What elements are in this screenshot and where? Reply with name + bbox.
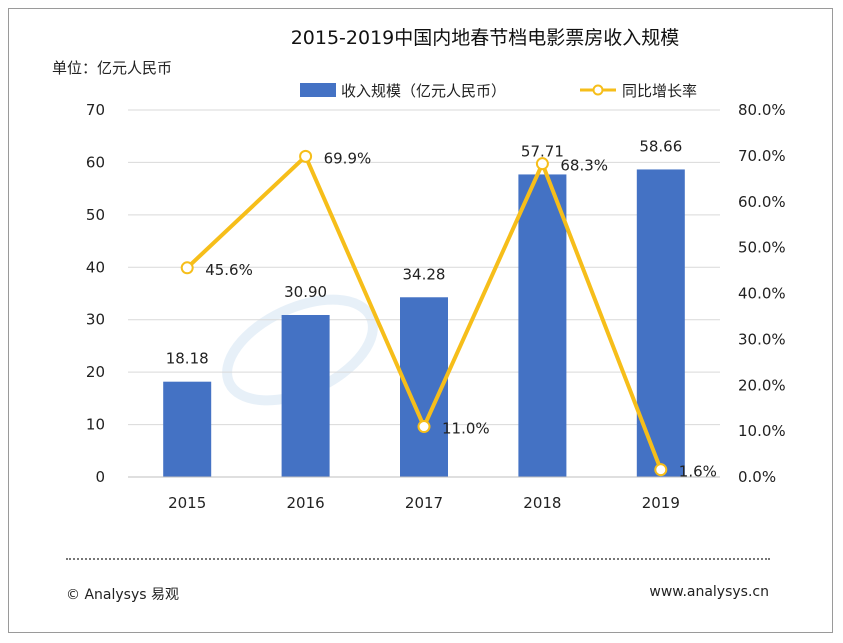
footer-copyright: © Analysys 易观 xyxy=(66,587,179,603)
bar xyxy=(281,314,330,477)
legend-line-marker xyxy=(592,84,604,96)
growth-value-label: 69.9% xyxy=(324,149,372,167)
growth-point xyxy=(417,420,431,434)
chart-title: 2015-2019中国内地春节档电影票房收入规模 xyxy=(291,27,680,49)
bar-value-label: 34.28 xyxy=(403,265,446,283)
axes: 0 10 20 30 40 50 60 70 0.0% 10.0% 20.0% 30.0% 40.0% 5… xyxy=(86,101,786,512)
y-right-tick-label: 50.0% xyxy=(738,239,786,257)
y-left-tick-label: 70 xyxy=(86,101,105,119)
y-left-tick-label: 10 xyxy=(86,416,105,434)
footer-website: www.analysys.cn xyxy=(649,584,769,600)
y-left-tick-label: 30 xyxy=(86,311,105,329)
y-left-tick-label: 0 xyxy=(95,468,105,486)
y-right-tick-label: 20.0% xyxy=(738,376,786,394)
bar-value-label: 58.66 xyxy=(639,137,682,155)
bar-value-label: 57.71 xyxy=(521,142,564,160)
y-right-tick-label: 30.0% xyxy=(738,330,786,348)
bar-series xyxy=(163,169,685,478)
x-tick-label: 2018 xyxy=(523,494,561,512)
y-right-tick-label: 70.0% xyxy=(738,147,786,165)
legend-line-label: 同比增长率 xyxy=(622,82,697,100)
y-right-tick-label: 0.0% xyxy=(738,468,776,486)
y-left-tick-label: 60 xyxy=(86,153,105,171)
footer-divider xyxy=(66,558,770,560)
data-labels: 18.18 30.90 34.28 57.71 58.66 45.6% 69.9% 11.0%… xyxy=(166,137,717,480)
unit-label: 单位：亿元人民币 xyxy=(52,59,172,77)
growth-value-label: 45.6% xyxy=(205,261,253,279)
y-right-tick-label: 60.0% xyxy=(738,193,786,211)
bar xyxy=(518,174,567,478)
x-tick-label: 2019 xyxy=(642,494,680,512)
growth-value-label: 1.6% xyxy=(679,463,717,481)
bar-value-label: 18.18 xyxy=(166,350,209,368)
legend: 收入规模（亿元人民币） 同比增长率 xyxy=(300,82,697,100)
bar xyxy=(163,381,212,477)
growth-value-label: 11.0% xyxy=(442,420,490,438)
x-tick-label: 2017 xyxy=(405,494,443,512)
line-series xyxy=(180,149,668,477)
chart-frame xyxy=(8,8,833,633)
growth-value-label: 68.3% xyxy=(560,157,608,175)
bar-value-label: 30.90 xyxy=(284,283,327,301)
growth-point xyxy=(180,261,194,275)
y-left-tick-label: 20 xyxy=(86,363,105,381)
growth-point xyxy=(654,463,668,477)
y-right-tick-label: 80.0% xyxy=(738,101,786,119)
y-left-tick-label: 40 xyxy=(86,258,105,276)
y-right-tick-label: 40.0% xyxy=(738,285,786,303)
x-tick-label: 2016 xyxy=(287,494,325,512)
x-tick-label: 2015 xyxy=(168,494,206,512)
legend-bar-label: 收入规模（亿元人民币） xyxy=(341,82,506,100)
growth-point xyxy=(299,149,313,163)
legend-bar-swatch xyxy=(300,83,336,97)
y-left-tick-label: 50 xyxy=(86,206,105,224)
y-right-tick-label: 10.0% xyxy=(738,422,786,440)
growth-point xyxy=(535,157,549,171)
